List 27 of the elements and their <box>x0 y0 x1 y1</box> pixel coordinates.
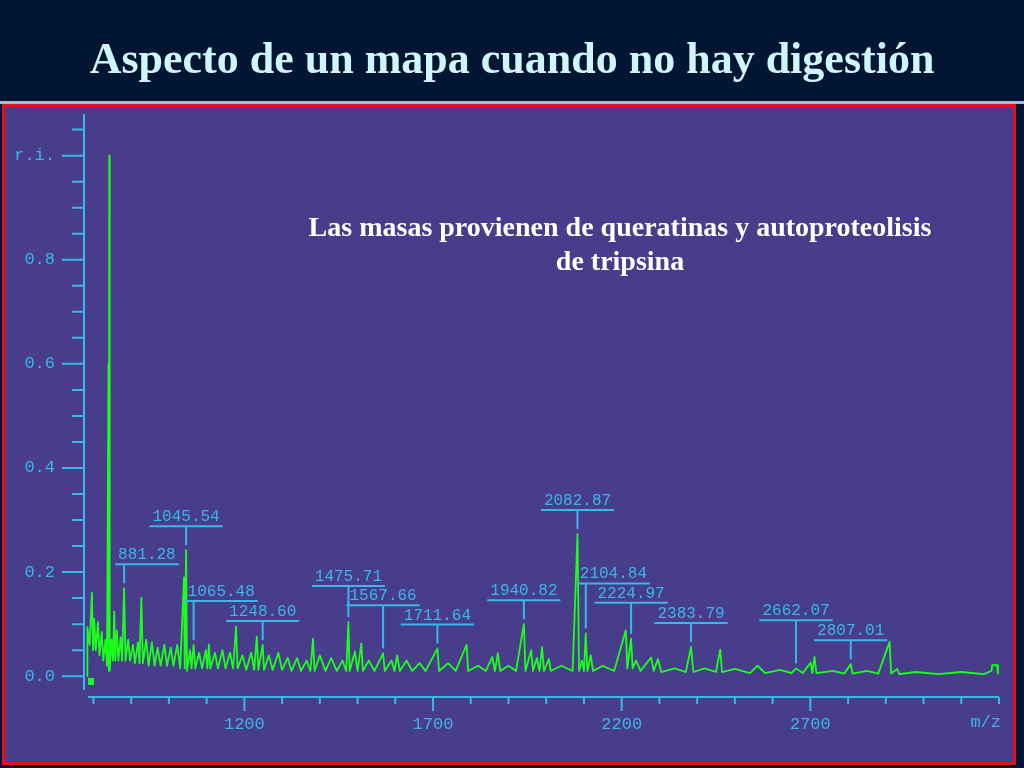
annotation: 1065.48 <box>187 582 255 601</box>
x-tick-label: 1200 <box>223 714 265 734</box>
annotation: 1567.66 <box>349 587 417 606</box>
annotation: 1940.82 <box>490 582 558 601</box>
y-tick-label: 0.4 <box>24 458 55 478</box>
annotation: 881.28 <box>118 546 176 565</box>
annotation: 2383.79 <box>657 605 725 624</box>
annotation: Las masas provienen de queratinas y autoproteolisis de tripsina <box>307 210 933 278</box>
x-axis-title: m/z <box>970 713 1001 732</box>
y-tick-label: 0.2 <box>24 562 55 582</box>
annotation: 1711.64 <box>403 606 472 625</box>
x-tick-label: 2700 <box>789 714 831 734</box>
y-tick-label: r.i. <box>14 146 55 166</box>
y-tick-label: 0.0 <box>24 666 55 686</box>
annotation: 2104.84 <box>579 565 647 584</box>
annotation: 2224.97 <box>597 584 665 603</box>
x-tick-label: 1700 <box>412 714 454 734</box>
annotation: 1475.71 <box>314 568 382 587</box>
annotation: 2807.01 <box>817 622 885 641</box>
annotation: 2082.87 <box>543 492 612 511</box>
y-tick-label: 0.6 <box>24 354 55 374</box>
chart-title: Aspecto de un mapa cuando no hay digestión <box>88 34 936 84</box>
annotation: 1248.60 <box>229 602 297 621</box>
annotation: 1045.54 <box>152 508 220 527</box>
x-tick-label: 2200 <box>601 714 643 734</box>
y-tick-label: 0.8 <box>24 250 55 270</box>
annotation: 2662.07 <box>762 602 830 621</box>
